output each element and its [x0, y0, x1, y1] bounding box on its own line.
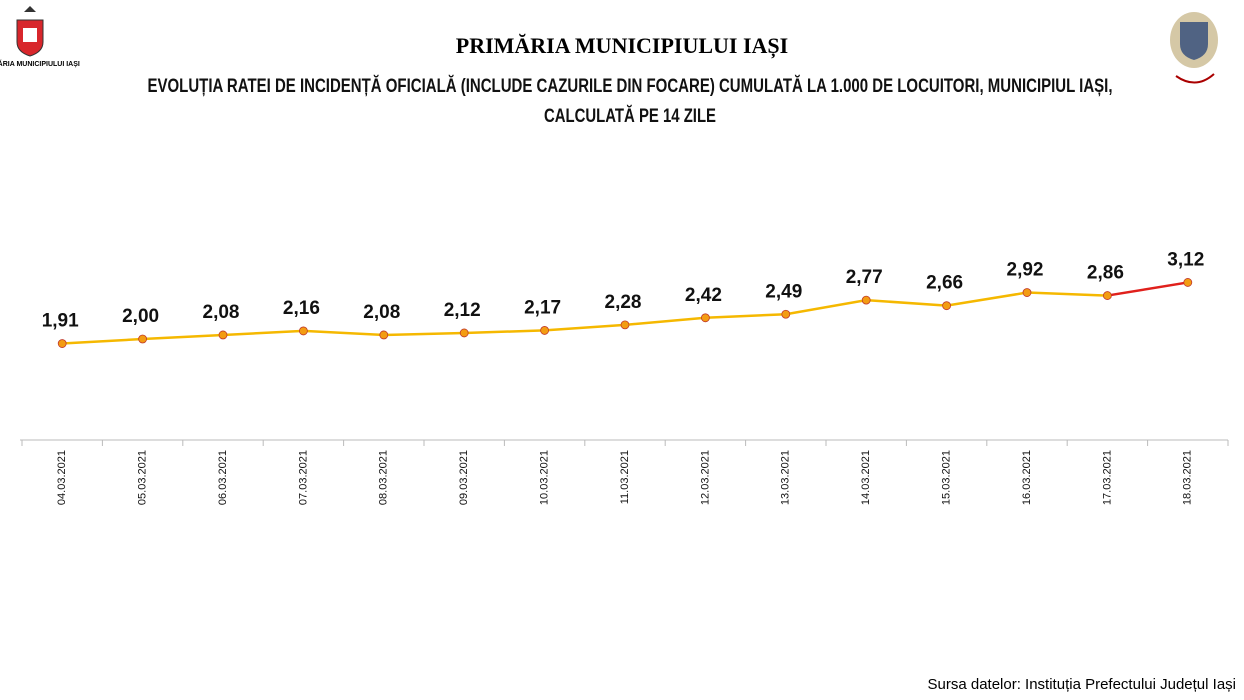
x-tick-label: 10.03.2021	[539, 450, 551, 505]
x-tick-label: 14.03.2021	[860, 450, 872, 505]
marker	[540, 326, 549, 335]
marker	[298, 326, 308, 336]
chart-title: EVOLUȚIA RATEI DE INCIDENȚĂ OFICIALĂ (IN…	[148, 75, 1113, 97]
line-highlight	[1107, 281, 1189, 297]
data-label: 3,12	[1167, 249, 1204, 270]
data-label: 2,12	[444, 300, 481, 321]
right-logo	[1170, 12, 1218, 84]
data-label: 2,42	[685, 285, 722, 306]
data-label: 2,66	[926, 273, 963, 294]
logo-text: PRIMĂRIA MUNICIPIULUI IAȘI	[0, 59, 80, 68]
x-tick-label: 15.03.2021	[941, 450, 953, 505]
x-tick-label: 05.03.2021	[137, 450, 149, 505]
marker	[1183, 278, 1193, 287]
source: Sursa datelor: Instituția Prefectului Ju…	[928, 676, 1237, 693]
marker	[861, 295, 871, 305]
x-tick-label: 09.03.2021	[458, 450, 470, 505]
x-tick-label: 06.03.2021	[217, 450, 229, 505]
marker	[781, 309, 791, 319]
data-label: 1,91	[42, 311, 79, 332]
marker	[57, 339, 67, 348]
marker	[218, 330, 228, 340]
data-label: 2,17	[524, 297, 561, 318]
data-label: 2,08	[363, 302, 400, 323]
marker	[379, 330, 389, 340]
marker	[1103, 291, 1112, 300]
marker	[942, 301, 951, 311]
marker	[138, 334, 148, 344]
x-tick-label: 11.03.2021	[619, 450, 631, 504]
x-tick-label: 07.03.2021	[297, 450, 309, 505]
marker	[459, 328, 469, 338]
left-logo: PRIMĂRIA MUNICIPIULUI IAȘI	[0, 6, 80, 68]
x-tick-label: 17.03.2021	[1101, 450, 1113, 505]
institution: PRIMĂRIA MUNICIPIULUI IAȘI	[456, 33, 788, 59]
x-tick-label: 12.03.2021	[699, 450, 711, 505]
line	[62, 291, 1108, 345]
data-label: 2,08	[203, 302, 240, 323]
data-label: 2,28	[605, 292, 642, 313]
x-tick-label: 18.03.2021	[1182, 450, 1194, 505]
data-label: 2,92	[1007, 260, 1044, 281]
x-tick-label: 08.03.2021	[378, 450, 390, 505]
marker	[1022, 288, 1032, 297]
x-tick-label: 13.03.2021	[780, 450, 792, 505]
data-label: 2,86	[1087, 263, 1124, 284]
data-label: 2,49	[765, 281, 802, 302]
marker	[701, 313, 710, 323]
data-label: 2,77	[846, 267, 883, 288]
chart-subtitle: CALCULATĂ PE 14 ZILE	[544, 105, 716, 127]
x-tick-label: 04.03.2021	[56, 450, 68, 505]
marker	[620, 320, 630, 330]
x-tick-label: 16.03.2021	[1021, 450, 1033, 505]
data-label: 2,00	[122, 306, 159, 327]
data-label: 2,16	[283, 298, 320, 319]
